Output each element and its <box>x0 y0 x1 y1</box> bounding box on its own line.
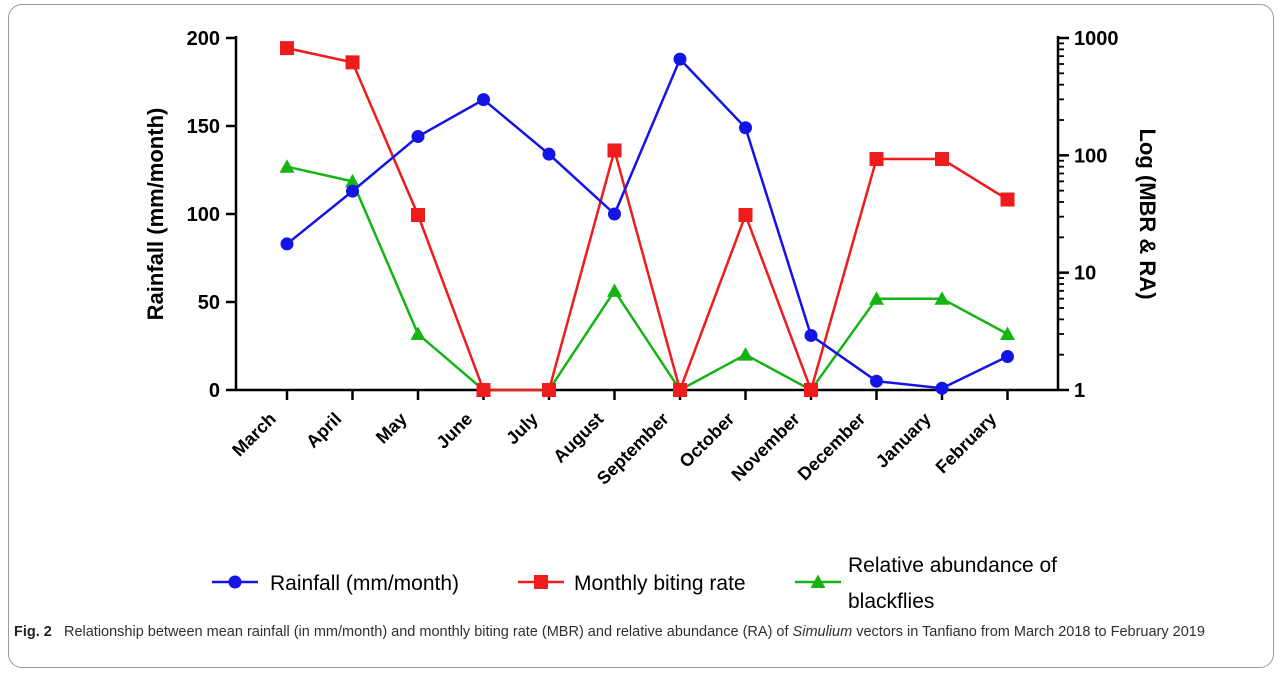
y-right-tick-label: 1 <box>1074 380 1085 402</box>
point-biting-rate <box>935 152 949 167</box>
figure-frame <box>8 4 1274 668</box>
point-rainfall <box>739 121 752 135</box>
point-rainfall <box>477 93 490 107</box>
caption-label: Fig. 2 <box>14 624 52 640</box>
legend-item-relative-abundance: Relative abundance of blackflies <box>795 554 1057 613</box>
point-relative-abundance <box>738 347 753 361</box>
y-left-tick-label: 150 <box>187 116 220 138</box>
legend-label: Rainfall (mm/month) <box>270 572 459 595</box>
caption-text-end: vectors in Tanfiano from March 2018 to F… <box>856 624 1205 640</box>
legend-item-biting-rate: Monthly biting rate <box>518 572 746 595</box>
figure-caption: Fig. 2 Relationship between mean rainfal… <box>14 622 1264 643</box>
legend-marker <box>534 575 548 589</box>
point-relative-abundance <box>869 291 884 305</box>
y-right-tick-label: 10 <box>1074 263 1096 285</box>
y-right-tick-label: 100 <box>1074 145 1107 167</box>
legend-label: Monthly biting rate <box>574 572 746 595</box>
point-biting-rate <box>345 55 360 70</box>
point-relative-abundance <box>279 159 295 173</box>
point-rainfall <box>1001 350 1014 364</box>
y-left-axis-title: Rainfall (mm/month) <box>143 108 168 321</box>
point-biting-rate <box>607 143 622 158</box>
legend-label: Relative abundance of <box>848 554 1057 577</box>
series-rainfall <box>280 52 1014 395</box>
point-relative-abundance <box>1000 326 1015 341</box>
series-relative-abundance <box>279 159 1015 396</box>
point-rainfall <box>346 184 359 198</box>
point-rainfall <box>411 130 425 144</box>
caption-text-start: Relationship between mean rainfall (in m… <box>63 624 789 640</box>
x-tick-label: April <box>302 409 345 452</box>
caption-italic-term: Simulium <box>792 624 853 640</box>
point-biting-rate <box>869 152 884 167</box>
y-left-tick-label: 200 <box>187 28 220 50</box>
point-rainfall <box>804 328 818 342</box>
series-line-rainfall <box>286 56 1009 390</box>
point-rainfall <box>870 374 883 388</box>
legend-item-rainfall: Rainfall (mm/month) <box>212 572 459 595</box>
point-relative-abundance <box>934 291 950 305</box>
line-chart: 0 50 100 150 200 1 10 100 1000 March April May June J… <box>143 28 1160 613</box>
series-line-relative-abundance <box>286 165 1009 392</box>
x-tick-label: February <box>932 409 1001 478</box>
point-rainfall <box>935 381 949 395</box>
series-biting-rate <box>280 41 1015 397</box>
x-tick-label: November <box>727 409 803 485</box>
x-tick-label: June <box>432 409 476 453</box>
point-relative-abundance <box>607 283 622 297</box>
series-line-biting-rate <box>286 46 1009 395</box>
point-relative-abundance <box>345 173 360 188</box>
x-tick-label: May <box>372 409 411 448</box>
x-tick-label: July <box>502 409 542 449</box>
point-biting-rate <box>476 383 491 397</box>
legend-marker <box>810 574 826 588</box>
x-tick-label: August <box>549 409 607 467</box>
y-right-tick-label: 1000 <box>1074 28 1119 50</box>
legend-marker <box>228 575 242 589</box>
point-rainfall <box>280 237 294 251</box>
point-biting-rate <box>1000 192 1015 207</box>
x-tick-label: March <box>228 409 280 461</box>
y-right-axis-title: Log (MBR & RA) <box>1135 128 1160 299</box>
legend-label-line2: blackflies <box>848 590 934 613</box>
point-biting-rate <box>738 208 753 223</box>
y-left-tick-label: 0 <box>209 380 220 402</box>
x-tick-label: December <box>794 409 870 485</box>
point-rainfall <box>542 147 556 161</box>
point-biting-rate <box>804 383 818 397</box>
point-rainfall <box>673 52 687 66</box>
point-biting-rate <box>411 208 425 223</box>
y-left-tick-label: 100 <box>187 204 220 226</box>
x-tick-label: October <box>675 409 738 472</box>
point-rainfall <box>608 207 621 221</box>
x-tick-label: January <box>872 409 935 472</box>
point-biting-rate <box>673 383 687 397</box>
y-left-tick-label: 50 <box>198 292 220 314</box>
point-biting-rate <box>542 383 556 397</box>
point-biting-rate <box>280 41 294 56</box>
point-relative-abundance <box>410 326 426 341</box>
